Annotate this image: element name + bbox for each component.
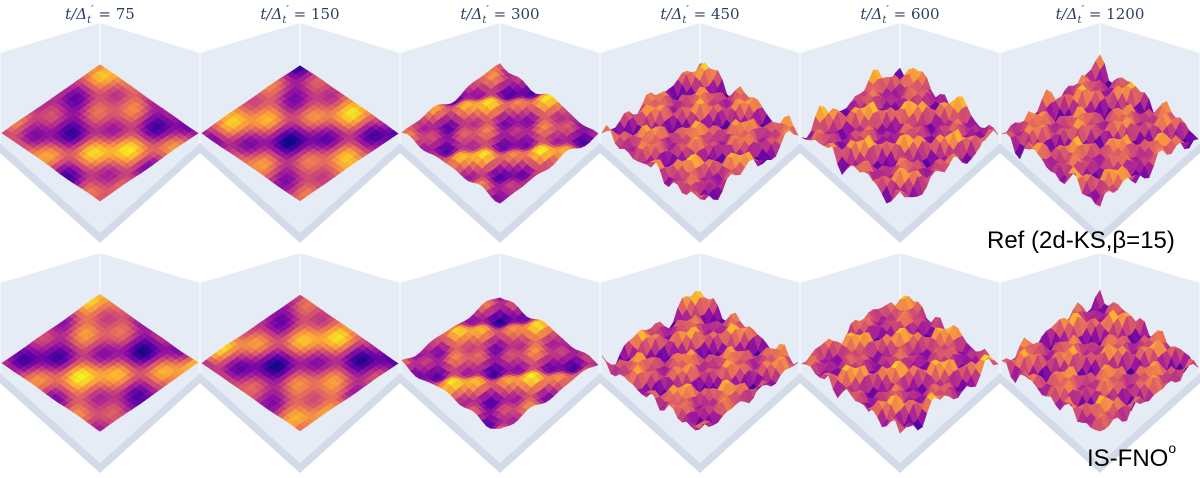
surface-panel-is-fno-600 [799,253,1001,473]
surface-panel-is-fno-300 [399,253,601,473]
surface-panel-ref-600 [799,23,1001,243]
surface-panel-is-fno-75 [0,253,201,473]
surface-cell [94,194,106,202]
surface-panel-is-fno-450 [599,253,801,473]
surface-panel-ref-450 [599,23,801,243]
surface-panel-ref-1200 [999,23,1200,243]
surface-panel-ref-300 [399,23,601,243]
surface-panel-is-fno-150 [199,253,401,473]
surface-panel-ref-150 [199,23,401,243]
surface-mesh [1,64,199,202]
surface-mesh [401,63,599,204]
surface-mesh [201,65,399,202]
surface-panel-ref-75 [0,23,201,243]
surface-cell [294,194,306,202]
